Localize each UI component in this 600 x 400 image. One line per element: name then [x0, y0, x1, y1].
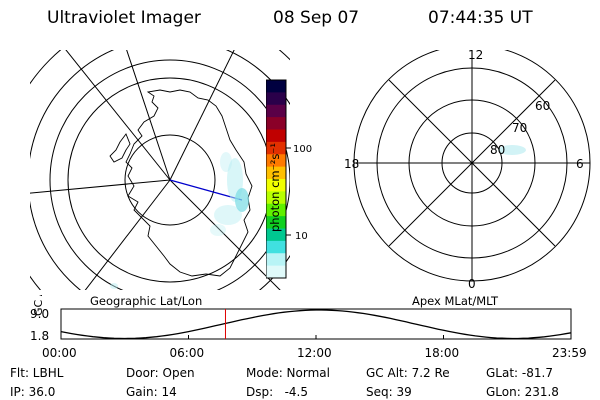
colorbar-swatch [266, 265, 286, 279]
mlt-label-top: 12 [468, 50, 483, 62]
x-tick-label: 23:59 [552, 346, 587, 360]
gc-alt-curve [60, 309, 572, 340]
mlat-label: 60 [535, 99, 550, 113]
mlt-label-left: 18 [344, 157, 359, 171]
meridian [30, 179, 171, 194]
mlt-label-right: 6 [576, 157, 584, 171]
seq-value: Seq: 39 [366, 385, 412, 399]
instrument-title: Ultraviolet Imager [47, 8, 201, 28]
mlt-line [388, 79, 556, 247]
colorbar-swatch [266, 253, 286, 267]
colorbar-swatch [266, 179, 286, 192]
meridian [126, 50, 171, 181]
dsp-value: Dsp: -4.5 [246, 385, 309, 399]
ip-value: IP: 36.0 [10, 385, 56, 399]
colorbar-swatch [266, 104, 286, 118]
gc-alt-strip-chart: 9.0 1.8 GC Alt 00:00 06:00 12:00 18:00 23:59 [30, 295, 587, 360]
lat-circle [124, 134, 216, 226]
mlat-label: 80 [490, 143, 505, 157]
lat-circle [30, 50, 290, 290]
mode-value: Mode: Normal [246, 366, 330, 380]
right-panel-caption: Apex MLat/MLT [412, 294, 499, 308]
colorbar-swatch [266, 80, 286, 93]
aurora-speckles [110, 152, 249, 289]
gain-value: Gain: 14 [126, 385, 177, 399]
strip-frame [60, 308, 572, 340]
colorbar-swatch [266, 228, 286, 242]
meridian [169, 179, 281, 290]
colorbar-tick-label: 100 [293, 144, 312, 155]
gc-alt-value: GC Alt: 7.2 Re [366, 366, 450, 380]
continent-outline [125, 89, 253, 277]
colorbar-swatch [266, 166, 286, 180]
date-label: 08 Sep 07 [273, 8, 360, 28]
time-label: 07:44:35 UT [428, 8, 533, 28]
meridian [169, 50, 235, 181]
colorbar-gradient [266, 80, 286, 279]
y-tick-label: 1.8 [30, 329, 49, 343]
glon-value: GLon: 231.8 [486, 385, 559, 399]
geographic-polar-plot [30, 50, 290, 290]
mlat-mlt-polar-plot: 12 18 6 0 60 70 80 [344, 50, 591, 290]
colorbar-unit-label: photon cm⁻²s⁻¹ [268, 143, 282, 232]
left-panel-caption: Geographic Lat/Lon [90, 294, 203, 308]
colorbar: 100 10 [266, 79, 312, 279]
colorbar-swatch [266, 154, 286, 168]
x-tick-label: 00:00 [42, 346, 77, 360]
meridian [84, 179, 171, 290]
colorbar-swatch [266, 203, 286, 217]
x-tick-label: 12:00 [297, 346, 332, 360]
colorbar-swatch [266, 216, 286, 229]
meridian [65, 50, 171, 181]
filter-value: Flt: LBHL [10, 366, 64, 380]
colorbar-swatch [266, 129, 286, 143]
colorbar-swatch [266, 141, 286, 155]
colorbar-swatch [266, 117, 286, 130]
colorbar-swatch [266, 92, 286, 106]
door-value: Door: Open [126, 366, 195, 380]
x-tick-label: 06:00 [170, 346, 205, 360]
lat-circle [30, 50, 290, 290]
colorbar-tick-label: 10 [295, 231, 308, 242]
x-tick-label: 18:00 [425, 346, 460, 360]
lat-circle [49, 59, 290, 290]
mlat-label: 70 [512, 121, 527, 135]
colorbar-swatch [266, 191, 286, 205]
y-tick-label: 9.0 [30, 307, 49, 321]
aurora-speckles [498, 145, 526, 155]
peninsula-outline [109, 133, 131, 163]
glat-value: GLat: -81.7 [486, 366, 553, 380]
colorbar-swatch [266, 240, 286, 254]
y-axis-label: GC Alt [32, 295, 45, 316]
mlt-label-bottom: 0 [468, 277, 476, 290]
